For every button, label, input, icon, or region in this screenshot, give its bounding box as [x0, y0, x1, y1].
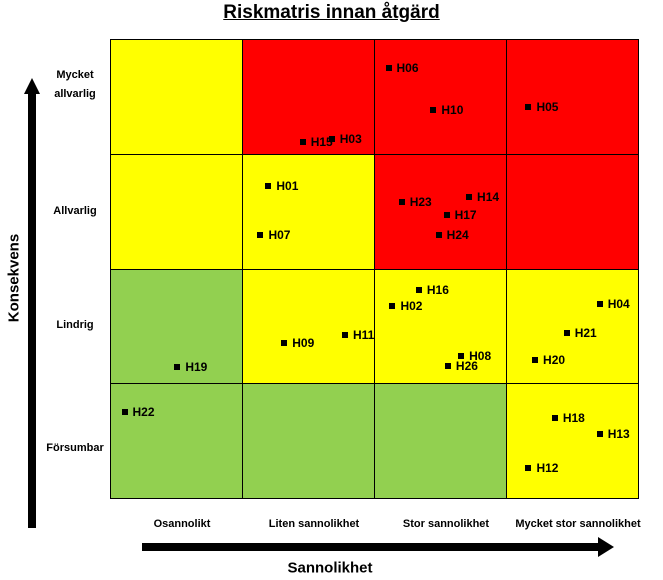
risk-point-label: H21 [574, 325, 597, 340]
matrix-cell [374, 153, 507, 270]
matrix-cell [506, 153, 639, 270]
risk-point-label: H22 [132, 404, 155, 419]
y-tick-label: Allvarlig [53, 204, 97, 217]
matrix-cell [506, 268, 639, 385]
risk-point-marker [415, 287, 422, 294]
risk-point-marker [532, 357, 539, 364]
risk-point-marker [174, 364, 181, 371]
risk-point-marker [458, 352, 465, 359]
risk-point-marker [525, 465, 532, 472]
risk-point-label: H26 [455, 359, 478, 374]
matrix-cell [242, 39, 375, 155]
risk-point-label: H12 [536, 461, 559, 476]
matrix-cell [110, 39, 243, 155]
risk-point-label: H20 [543, 353, 566, 368]
risk-point-marker [385, 64, 392, 71]
x-tick-label: Liten sannolikhet [268, 518, 360, 530]
risk-point-label: H01 [276, 178, 299, 193]
risk-point-marker [563, 329, 570, 336]
risk-point-marker [389, 303, 396, 310]
risk-point-marker [430, 107, 437, 114]
risk-point-marker [265, 182, 272, 189]
y-axis-arrow-icon [24, 78, 40, 528]
matrix-cell [242, 268, 375, 385]
matrix-cell [374, 383, 507, 499]
risk-point-marker [525, 103, 532, 110]
risk-point-marker [328, 135, 335, 142]
risk-point-label: H17 [454, 207, 477, 222]
risk-point-label: H05 [536, 99, 559, 114]
y-tick-label: Försumbar [46, 442, 104, 455]
risk-point-label: H23 [409, 194, 432, 209]
risk-point-label: H19 [185, 360, 208, 375]
matrix-cell [110, 383, 243, 499]
risk-point-marker [398, 198, 405, 205]
x-axis-title: Sannolikhet [287, 559, 373, 577]
risk-point-label: H16 [426, 283, 449, 298]
risk-point-marker [466, 194, 473, 201]
risk-point-marker [443, 211, 450, 218]
risk-point-marker [257, 232, 264, 239]
risk-point-label: H07 [268, 228, 291, 243]
matrix-cell [110, 153, 243, 270]
risk-point-label: H24 [446, 228, 469, 243]
matrix-cell [374, 268, 507, 385]
risk-point-label: H13 [607, 426, 630, 441]
risk-point-label: H15 [310, 135, 333, 150]
x-tick-label: Osannolikt [153, 518, 211, 530]
risk-point-label: H02 [400, 299, 423, 314]
risk-point-marker [596, 301, 603, 308]
x-axis-arrow-icon [142, 537, 614, 557]
x-tick-label: Mycket stor sannolikhet [515, 518, 641, 530]
risk-point-label: H06 [396, 60, 419, 75]
risk-point-marker [596, 430, 603, 437]
matrix-cell [506, 383, 639, 499]
matrix-cell [242, 153, 375, 270]
risk-point-label: H10 [441, 103, 464, 118]
matrix-cell [506, 39, 639, 155]
risk-matrix-grid: H06 H10 H05 H15 H03 H01 H07 H23 H14 H17 H24 H16 H02 H… [110, 39, 639, 499]
risk-point-label: H03 [339, 131, 362, 146]
risk-point-marker [299, 139, 306, 146]
y-tick-label: Mycket allvarlig [54, 69, 96, 101]
risk-point-marker [281, 340, 288, 347]
risk-point-label: H11 [352, 328, 375, 343]
risk-point-label: H18 [562, 410, 585, 425]
risk-point-marker [551, 414, 558, 421]
chart-title: Riskmatris innan åtgärd [223, 2, 440, 23]
matrix-cell [242, 383, 375, 499]
y-tick-label: Lindrig [56, 319, 94, 332]
risk-point-marker [435, 232, 442, 239]
risk-point-marker [444, 363, 451, 370]
risk-point-label: H04 [607, 297, 630, 312]
risk-point-marker [121, 408, 128, 415]
risk-point-marker [341, 332, 348, 339]
y-axis-title: Konsekvens [5, 233, 23, 323]
risk-point-label: H08 [469, 348, 492, 363]
matrix-cell [374, 39, 507, 155]
risk-point-label: H09 [292, 336, 315, 351]
risk-point-label: H14 [477, 190, 500, 205]
x-tick-label: Stor sannolikhet [402, 518, 490, 530]
